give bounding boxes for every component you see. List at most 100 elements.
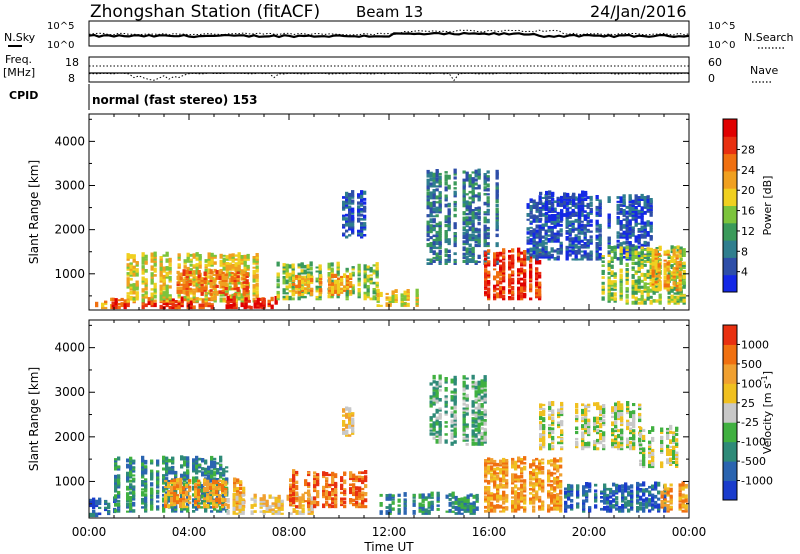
data-cell <box>360 234 364 237</box>
data-cell <box>649 198 653 203</box>
data-cell <box>447 218 451 224</box>
data-cell <box>328 495 332 501</box>
data-cell <box>289 483 293 487</box>
data-cell <box>165 487 169 491</box>
data-cell <box>474 234 478 240</box>
data-cell <box>126 463 130 469</box>
data-cell <box>649 207 653 211</box>
data-cell <box>548 214 552 219</box>
data-cell <box>385 506 389 509</box>
data-cell <box>232 494 236 499</box>
data-cell <box>577 249 581 255</box>
data-cell <box>444 258 448 263</box>
data-cell <box>619 290 623 293</box>
data-cell <box>643 224 647 229</box>
data-cell <box>628 194 632 199</box>
data-cell <box>484 474 488 479</box>
data-cell <box>114 483 118 489</box>
data-cell <box>252 256 256 259</box>
data-cell <box>511 256 515 261</box>
data-cell <box>438 182 442 186</box>
data-cell <box>637 203 641 207</box>
data-cell <box>520 506 524 509</box>
data-cell <box>511 503 515 509</box>
data-cell <box>475 497 479 501</box>
data-cell <box>349 491 353 495</box>
data-cell <box>432 189 436 192</box>
data-cell <box>375 262 379 267</box>
data-cell <box>292 276 296 280</box>
data-cell <box>186 476 190 479</box>
data-cell <box>625 221 629 225</box>
data-cell <box>450 424 454 428</box>
data-cell <box>474 194 478 198</box>
data-cell <box>343 286 347 290</box>
data-cell <box>535 493 539 499</box>
data-cell <box>523 462 527 465</box>
data-cell <box>141 506 145 509</box>
data-cell <box>144 284 148 287</box>
data-cell <box>192 264 196 267</box>
data-cell <box>322 492 326 497</box>
data-cell <box>180 464 184 469</box>
data-cell <box>289 502 293 505</box>
data-cell <box>126 280 130 285</box>
data-cell <box>508 282 512 287</box>
data-cell <box>477 389 481 394</box>
data-cell <box>171 301 175 306</box>
data-cell <box>658 245 662 250</box>
data-cell <box>477 424 481 428</box>
data-cell <box>265 506 269 511</box>
data-cell <box>322 494 326 499</box>
data-cell <box>444 174 448 180</box>
data-cell <box>363 234 367 237</box>
colorbar-segment <box>723 170 737 189</box>
data-cell <box>616 204 620 207</box>
data-cell <box>631 202 635 205</box>
data-cell <box>204 263 208 267</box>
data-cell <box>486 193 490 196</box>
data-cell <box>502 466 506 471</box>
data-cell <box>207 280 211 283</box>
data-cell <box>192 479 196 485</box>
data-cell <box>678 276 682 280</box>
data-cell <box>351 427 355 433</box>
data-cell <box>397 508 401 513</box>
data-cell <box>328 289 332 292</box>
data-cell <box>295 473 299 477</box>
data-cell <box>444 224 448 228</box>
data-cell <box>539 202 543 205</box>
data-cell <box>625 210 629 213</box>
data-cell <box>255 268 259 271</box>
data-cell <box>126 263 130 267</box>
data-cell <box>472 494 476 499</box>
data-cell <box>483 193 487 196</box>
data-cell <box>649 274 653 277</box>
data-cell <box>327 272 331 277</box>
data-cell <box>586 224 590 227</box>
data-cell <box>670 275 674 279</box>
data-cell <box>654 262 658 268</box>
data-cell <box>471 246 475 250</box>
data-cell <box>483 378 487 382</box>
data-cell <box>144 291 148 295</box>
data-cell <box>253 493 257 497</box>
data-cell <box>637 235 641 239</box>
data-cell <box>364 492 368 495</box>
data-cell <box>508 250 512 253</box>
data-cell <box>646 255 650 259</box>
data-cell <box>391 501 395 505</box>
data-cell <box>328 503 332 507</box>
data-cell <box>637 277 641 281</box>
data-cell <box>144 478 148 481</box>
data-cell <box>189 263 193 267</box>
data-cell <box>523 482 527 485</box>
data-cell <box>218 494 222 499</box>
data-cell <box>162 300 166 304</box>
data-cell <box>89 503 93 508</box>
data-cell <box>465 393 469 398</box>
data-cell <box>215 497 219 503</box>
data-cell <box>646 241 650 247</box>
data-cell <box>643 287 647 291</box>
data-cell <box>352 487 356 491</box>
